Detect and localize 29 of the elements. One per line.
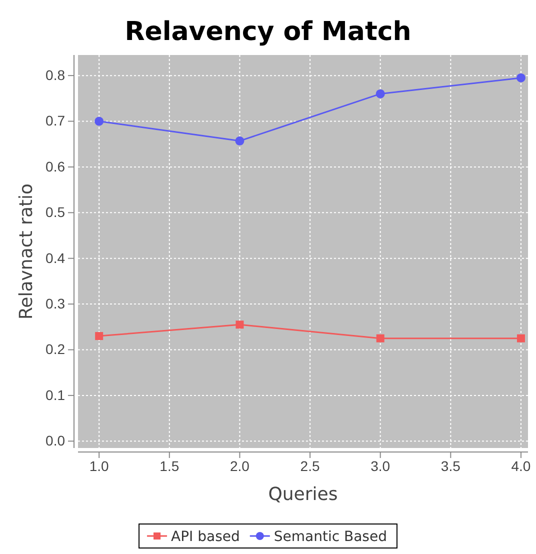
- point: [94, 116, 104, 126]
- y-tick-label: 0.3: [46, 296, 66, 312]
- point: [516, 334, 525, 342]
- x-tick-label: 2.0: [230, 458, 250, 474]
- point: [376, 334, 384, 342]
- y-tick-label: 0.4: [46, 250, 66, 266]
- y-tick-label: 0.0: [46, 432, 66, 449]
- point: [95, 332, 104, 340]
- x-tick-label: 1.0: [89, 458, 110, 474]
- y-tick-label: 0.5: [46, 204, 66, 220]
- point: [376, 89, 385, 98]
- legend-label: API based: [171, 529, 240, 545]
- x-tick-label: 2.5: [300, 458, 320, 474]
- y-tick-label: 0.1: [46, 386, 66, 403]
- x-tick-label: 1.5: [160, 458, 180, 474]
- y-tick-label: 0.6: [46, 158, 66, 174]
- y-tick-label: 0.2: [46, 341, 66, 358]
- y-tick-label: 0.7: [46, 112, 66, 129]
- point: [236, 320, 244, 329]
- x-tick-label: 3.5: [440, 458, 461, 474]
- legend-label: Semantic Based: [274, 529, 387, 545]
- y-tick-label: 0.8: [46, 67, 66, 84]
- point: [516, 73, 526, 82]
- chart-title: Relavency of Match: [124, 17, 412, 47]
- x-tick-label: 3.0: [370, 458, 390, 474]
- y-axis-title: Relavnact ratio: [16, 183, 37, 320]
- point: [235, 136, 244, 146]
- x-tick-label: 4.0: [511, 458, 531, 474]
- x-axis-title: Queries: [268, 484, 338, 505]
